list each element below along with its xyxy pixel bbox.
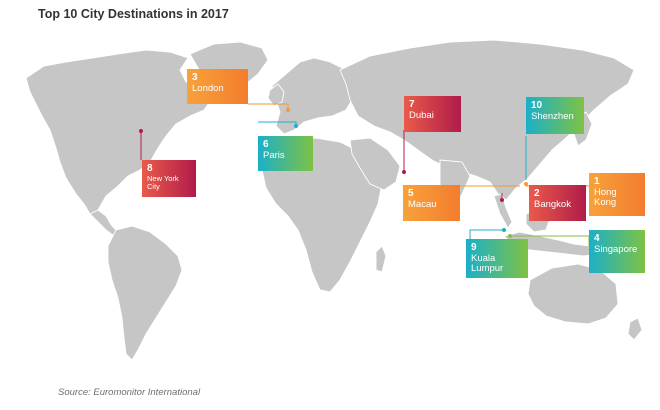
british-isles bbox=[267, 83, 285, 107]
rank-paris: 6 bbox=[263, 139, 269, 150]
marker-hongkong bbox=[524, 182, 528, 186]
rank-singapore: 4 bbox=[594, 233, 600, 244]
rank-bangkok: 2 bbox=[534, 188, 540, 199]
africa bbox=[261, 137, 383, 293]
city-singapore: Singapore bbox=[594, 243, 638, 255]
city-dubai: Dubai bbox=[409, 109, 434, 121]
label-bangkok: 2 Bangkok bbox=[529, 185, 586, 221]
marker-kl bbox=[502, 228, 506, 232]
label-dubai: 7 Dubai bbox=[404, 96, 461, 132]
city-kuala-lumpur: Kuala Lumpur bbox=[471, 252, 504, 275]
arabian-peninsula bbox=[349, 137, 401, 191]
label-singapore: 4 Singapore bbox=[589, 230, 645, 273]
city-new-york-city: New York City bbox=[147, 173, 179, 192]
marker-paris bbox=[294, 124, 298, 128]
north-america bbox=[25, 49, 215, 215]
label-kuala-lumpur: 9 Kuala Lumpur bbox=[466, 239, 528, 278]
marker-dubai bbox=[402, 170, 406, 174]
map-title: Top 10 City Destinations in 2017 bbox=[38, 7, 229, 21]
europe bbox=[271, 57, 357, 135]
rank-kuala-lumpur: 9 bbox=[471, 242, 477, 253]
label-new-york-city: 8 New York City bbox=[142, 160, 196, 197]
city-bangkok: Bangkok bbox=[534, 198, 571, 210]
marker-london bbox=[286, 108, 290, 112]
rank-new-york-city: 8 bbox=[147, 163, 153, 174]
australia bbox=[527, 263, 619, 325]
label-hong-kong: 1 Hong Kong bbox=[589, 173, 645, 216]
marker-bangkok bbox=[500, 198, 504, 202]
city-paris: Paris bbox=[263, 149, 285, 161]
label-paris: 6 Paris bbox=[258, 136, 313, 171]
rank-hong-kong: 1 bbox=[594, 176, 600, 187]
marker-singapore bbox=[508, 234, 512, 238]
rank-london: 3 bbox=[192, 72, 198, 83]
madagascar bbox=[375, 245, 387, 273]
asia bbox=[339, 39, 635, 201]
label-shenzhen: 10 Shenzhen bbox=[526, 97, 584, 134]
rank-macau: 5 bbox=[408, 188, 414, 199]
label-macau: 5 Macau bbox=[403, 185, 460, 221]
central-america bbox=[89, 209, 119, 237]
source-note: Source: Euromonitor International bbox=[58, 387, 201, 398]
city-london: London bbox=[192, 82, 224, 94]
city-markers bbox=[139, 108, 528, 238]
rank-shenzhen: 10 bbox=[531, 100, 543, 111]
label-london: 3 London bbox=[187, 69, 248, 104]
city-hong-kong: Hong Kong bbox=[594, 186, 617, 209]
south-america bbox=[107, 225, 183, 361]
rank-dubai: 7 bbox=[409, 99, 415, 110]
city-macau: Macau bbox=[408, 198, 437, 210]
marker-nyc bbox=[139, 129, 143, 133]
city-shenzhen: Shenzhen bbox=[531, 110, 574, 122]
new-zealand bbox=[627, 317, 643, 341]
